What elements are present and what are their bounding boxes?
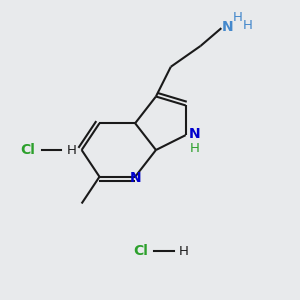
Text: H: H: [243, 19, 253, 32]
Text: N: N: [129, 171, 141, 185]
Text: Cl: Cl: [21, 143, 36, 157]
Text: N: N: [221, 20, 233, 34]
Text: Cl: Cl: [134, 244, 148, 258]
Text: H: H: [233, 11, 243, 24]
Text: N: N: [189, 127, 200, 141]
Text: H: H: [179, 244, 189, 258]
Text: H: H: [190, 142, 200, 155]
Text: H: H: [66, 143, 76, 157]
